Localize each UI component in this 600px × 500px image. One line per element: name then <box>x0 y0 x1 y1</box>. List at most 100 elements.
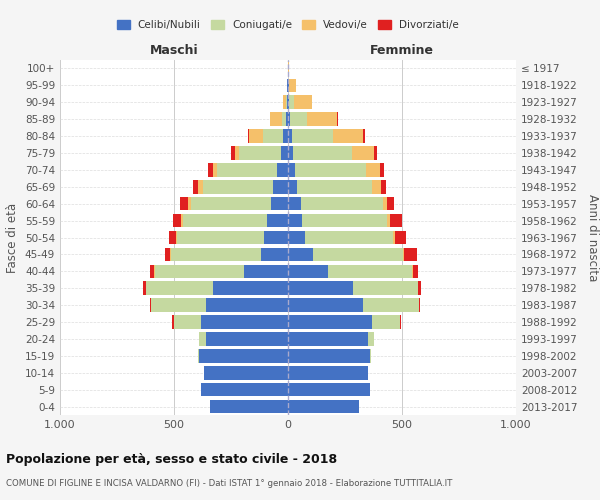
Bar <box>146 282 213 295</box>
Bar <box>365 163 380 176</box>
Bar <box>363 298 419 312</box>
Bar <box>143 282 146 295</box>
Bar <box>370 349 371 362</box>
Bar <box>176 230 178 244</box>
Bar <box>217 163 277 176</box>
Bar <box>150 264 154 278</box>
Bar <box>283 96 286 109</box>
Bar <box>302 214 387 228</box>
Bar <box>363 130 365 143</box>
Bar <box>288 96 289 109</box>
Bar <box>419 298 420 312</box>
Bar <box>231 146 235 160</box>
Bar <box>305 230 393 244</box>
Bar <box>188 197 191 210</box>
Bar <box>286 96 287 109</box>
Bar <box>191 197 271 210</box>
Bar <box>288 316 373 329</box>
Bar <box>393 230 395 244</box>
Bar <box>165 248 170 261</box>
Bar <box>199 332 206 345</box>
Bar <box>287 96 288 109</box>
Bar <box>418 282 421 295</box>
Bar <box>268 214 288 228</box>
Bar <box>288 332 368 345</box>
Bar <box>288 214 302 228</box>
Bar <box>248 130 249 143</box>
Bar <box>333 130 363 143</box>
Bar <box>413 264 418 278</box>
Bar <box>260 248 288 261</box>
Y-axis label: Anni di nascita: Anni di nascita <box>586 194 599 281</box>
Bar <box>203 366 288 380</box>
Bar <box>169 230 176 244</box>
Bar <box>293 146 352 160</box>
Bar <box>270 112 281 126</box>
Bar <box>264 230 288 244</box>
Bar <box>382 180 386 194</box>
Bar <box>178 230 264 244</box>
Bar <box>283 130 288 143</box>
Bar <box>313 248 403 261</box>
Bar <box>181 214 183 228</box>
Bar <box>150 298 151 312</box>
Bar <box>281 146 288 160</box>
Bar <box>292 130 333 143</box>
Bar <box>374 146 377 160</box>
Bar <box>288 146 293 160</box>
Bar <box>288 180 297 194</box>
Bar <box>206 298 288 312</box>
Bar <box>173 214 181 228</box>
Bar <box>288 298 363 312</box>
Bar <box>183 214 268 228</box>
Bar <box>290 112 307 126</box>
Bar <box>206 332 288 345</box>
Bar <box>263 130 283 143</box>
Bar <box>199 180 203 194</box>
Bar <box>289 78 296 92</box>
Bar <box>170 248 260 261</box>
Bar <box>352 146 374 160</box>
Bar <box>337 112 338 126</box>
Bar <box>249 130 263 143</box>
Bar <box>213 282 288 295</box>
Bar <box>288 282 353 295</box>
Bar <box>271 197 288 210</box>
Bar <box>403 248 404 261</box>
Bar <box>404 248 417 261</box>
Text: Maschi: Maschi <box>149 44 199 57</box>
Bar <box>211 400 288 413</box>
Bar <box>288 197 301 210</box>
Bar <box>387 197 394 210</box>
Bar <box>155 264 244 278</box>
Y-axis label: Fasce di età: Fasce di età <box>7 202 19 272</box>
Bar <box>288 248 313 261</box>
Bar <box>412 264 413 278</box>
Bar <box>307 112 337 126</box>
Bar <box>373 316 400 329</box>
Bar <box>277 163 288 176</box>
Bar <box>202 383 288 396</box>
Bar <box>294 96 312 109</box>
Bar <box>353 282 418 295</box>
Bar <box>208 163 213 176</box>
Bar <box>172 316 173 329</box>
Bar <box>273 180 288 194</box>
Text: COMUNE DI FIGLINE E INCISA VALDARNO (FI) - Dati ISTAT 1° gennaio 2018 - Elaboraz: COMUNE DI FIGLINE E INCISA VALDARNO (FI)… <box>6 479 452 488</box>
Bar <box>174 316 202 329</box>
Bar <box>288 130 292 143</box>
Bar <box>297 180 373 194</box>
Bar <box>390 214 403 228</box>
Bar <box>383 197 387 210</box>
Bar <box>287 78 288 92</box>
Bar <box>151 298 206 312</box>
Bar <box>288 112 290 126</box>
Bar <box>295 163 365 176</box>
Bar <box>202 316 288 329</box>
Bar <box>395 230 406 244</box>
Bar <box>400 316 401 329</box>
Bar <box>286 112 288 126</box>
Bar <box>373 180 382 194</box>
Bar <box>288 349 370 362</box>
Bar <box>289 96 294 109</box>
